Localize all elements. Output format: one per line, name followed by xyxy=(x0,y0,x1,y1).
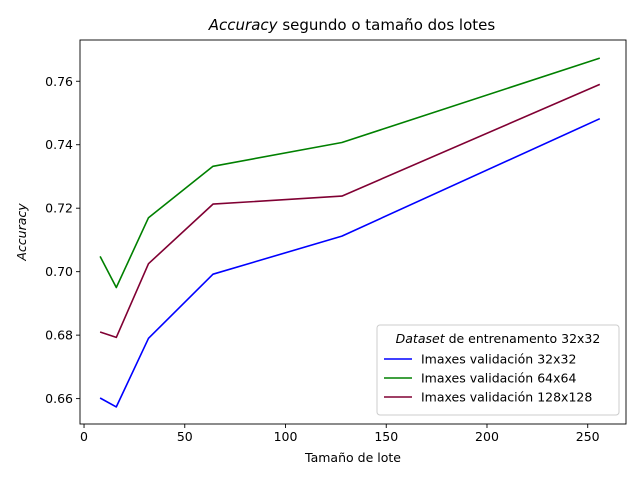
chart-title-rest: segundo o tamaño dos lotes xyxy=(278,16,496,34)
y-tick-label: 0.76 xyxy=(45,74,73,89)
legend-entries: Imaxes validación 32x32 Imaxes validación… xyxy=(384,352,592,405)
x-tick-label: 50 xyxy=(177,429,193,444)
y-tick-label: 0.72 xyxy=(45,201,73,216)
legend-label-1: Imaxes validación 32x32 xyxy=(421,352,576,367)
x-tick-label: 150 xyxy=(374,429,398,444)
x-tick-label: 0 xyxy=(80,429,88,444)
legend-box xyxy=(376,324,620,416)
chart-title-italic: Accuracy xyxy=(208,16,279,34)
series-line-2 xyxy=(99,57,601,289)
y-tick-label: 0.66 xyxy=(45,391,73,406)
legend-title-italic: Dataset xyxy=(396,331,446,346)
plot-lines xyxy=(99,57,601,408)
y-tick-label: 0.68 xyxy=(45,328,73,343)
y-tick-label: 0.70 xyxy=(45,264,73,279)
legend: Dataset de entrenamento 32x32 Imaxes val… xyxy=(376,324,620,416)
x-tick-label: 250 xyxy=(576,429,600,444)
legend-title: Dataset de entrenamento 32x32 xyxy=(396,331,601,346)
x-tick-label: 100 xyxy=(274,429,298,444)
y-axis-ticks: 0.66 0.68 0.70 0.72 0.74 0.76 xyxy=(45,74,80,406)
x-axis-ticks: 0 50 100 150 200 250 xyxy=(80,424,600,444)
legend-title-rest: de entrenamento 32x32 xyxy=(445,331,601,346)
y-tick-label: 0.74 xyxy=(45,137,73,152)
plot-frame xyxy=(79,39,627,425)
series-line-3 xyxy=(99,83,601,339)
legend-label-2: Imaxes validación 64x64 xyxy=(421,371,576,386)
series-line-1 xyxy=(99,117,601,408)
legend-label-3: Imaxes validación 128x128 xyxy=(421,390,592,405)
y-axis-label: Accuracy xyxy=(14,203,29,262)
chart-title: Accuracy segundo o tamaño dos lotes xyxy=(208,16,496,34)
x-axis-label: Tamaño de lote xyxy=(304,450,401,465)
x-tick-label: 200 xyxy=(475,429,499,444)
